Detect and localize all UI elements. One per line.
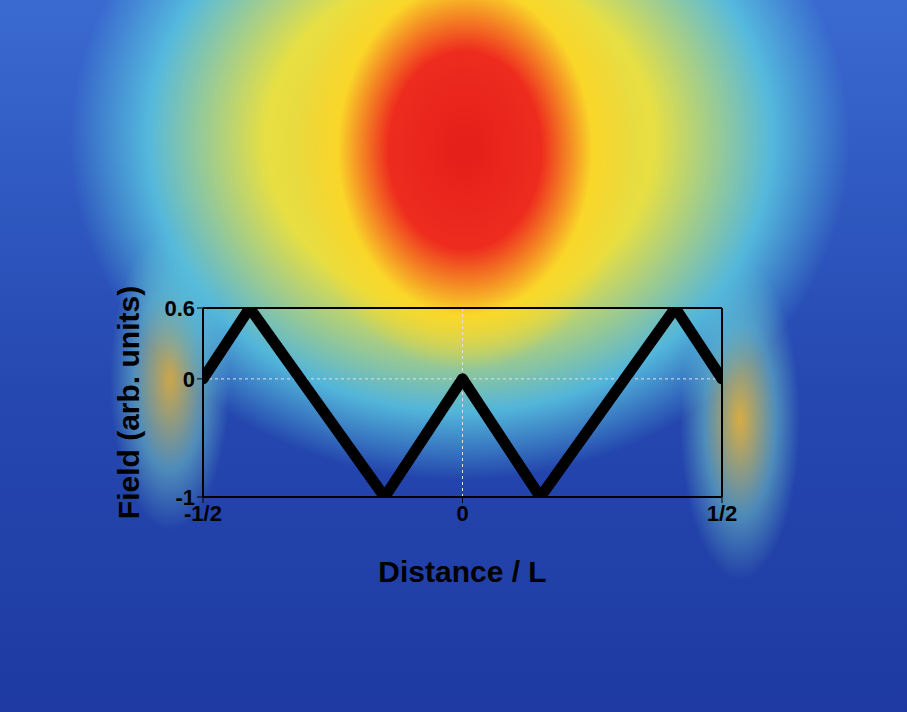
svg-text:Distance / L: Distance / L [378,555,546,588]
svg-text:1/2: 1/2 [707,501,738,526]
svg-text:0: 0 [456,501,468,526]
svg-text:0.6: 0.6 [164,296,195,321]
svg-text:0: 0 [183,367,195,392]
svg-text:-1/2: -1/2 [184,500,222,526]
svg-text:-1: -1 [175,485,195,510]
svg-text:Field (arb. units): Field (arb. units) [112,286,145,519]
